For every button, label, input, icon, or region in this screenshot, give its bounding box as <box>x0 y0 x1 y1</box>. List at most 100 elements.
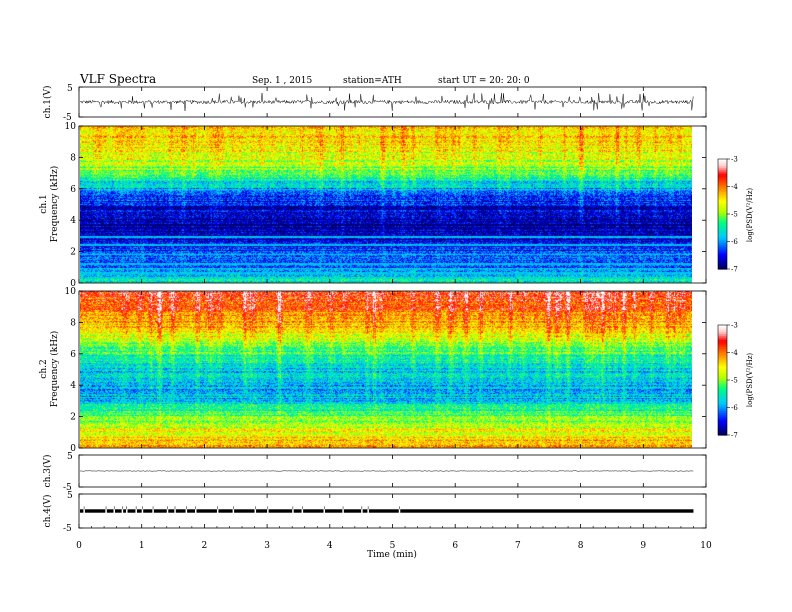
colorbar-segment <box>718 348 727 352</box>
colorbar-segment <box>718 175 727 178</box>
start-time-label: start UT = 20: 20: 0 <box>438 76 530 86</box>
ch4-gap <box>83 505 85 517</box>
colorbar-segment <box>718 230 727 233</box>
ch2-spectrogram-yticks: 0 2 4 6 8 10 <box>65 287 706 454</box>
colorbar-segment <box>718 407 727 410</box>
ch2-spectrogram-ylabel-frequency: Frequency (kHz) <box>49 331 60 408</box>
freq-tick-label: 4 <box>70 381 76 391</box>
colorbar-segment <box>718 263 727 266</box>
ch2-spectrogram-image-holder <box>80 291 692 448</box>
colorbar-segment <box>718 164 727 167</box>
ch2-colorbar: -3 -4 -5 -6 -7 <box>717 322 738 440</box>
ch1-colorbar: -3 -4 -5 -6 -7 <box>717 156 738 274</box>
colorbar-tick-label: -3 <box>731 156 738 164</box>
colorbar-segment <box>718 376 727 379</box>
freq-tick-label: 10 <box>65 287 77 297</box>
colorbar-segment <box>718 243 727 246</box>
ch2-colorbar-label: log(PSD(V²/Hz) <box>746 353 754 408</box>
colorbar-segment <box>718 414 727 418</box>
colorbar-segment <box>718 219 727 222</box>
ch1-ytick-bottom: -5 <box>63 113 72 123</box>
colorbar-segment <box>718 385 727 388</box>
ch1-waveform-trace <box>79 92 694 111</box>
colorbar-segment <box>718 179 727 182</box>
colorbar-segment <box>718 334 727 337</box>
colorbar-tick-label: -4 <box>731 183 738 191</box>
colorbar-segment <box>718 339 727 343</box>
freq-tick-label: 8 <box>70 153 76 163</box>
colorbar-segment <box>718 168 727 171</box>
colorbar-segment <box>718 431 727 434</box>
time-tick-label: 6 <box>452 541 458 551</box>
ch4-gap <box>292 505 294 517</box>
ch4-gap <box>135 505 137 517</box>
ch4-waveform-trace <box>80 505 694 517</box>
colorbar-segment <box>718 374 727 377</box>
colorbar-segment <box>718 400 727 403</box>
ch4-waveform-ylabel: ch.4(V) <box>42 495 53 528</box>
colorbar-segment <box>718 239 727 243</box>
colorbar-segment <box>718 160 727 164</box>
ch2-spectrogram-ylabel-channel: ch.2 <box>39 359 49 378</box>
colorbar-segment <box>718 159 727 162</box>
colorbar-segment <box>718 162 727 166</box>
colorbar-segment <box>718 326 727 330</box>
colorbar-tick-label: -5 <box>731 377 738 385</box>
colorbar-segment <box>718 337 727 341</box>
colorbar-segment <box>718 237 727 241</box>
colorbar-segment <box>718 181 727 184</box>
colorbar-segment <box>718 228 727 232</box>
ch4-gap <box>152 505 154 517</box>
colorbar-segment <box>718 354 727 357</box>
colorbar-segment <box>718 210 727 213</box>
colorbar-segment <box>718 232 727 235</box>
time-tick-label: 2 <box>202 541 208 551</box>
colorbar-segment <box>718 425 727 429</box>
colorbar-segment <box>718 367 727 370</box>
ch3-ytick-bottom: -5 <box>63 483 72 493</box>
ch4-gap <box>216 505 219 517</box>
ch4-gap <box>301 505 304 517</box>
colorbar-segment <box>718 223 727 226</box>
colorbar-segment <box>718 245 727 248</box>
time-tick-label: 9 <box>640 541 646 551</box>
station-label: station=ATH <box>343 76 402 86</box>
colorbar-tick-label: -6 <box>731 238 738 246</box>
colorbar-segment <box>718 252 727 255</box>
ch4-gap <box>342 505 344 517</box>
colorbar-segment <box>718 389 727 392</box>
colorbar-segment <box>718 248 727 252</box>
colorbar-segment <box>718 186 727 189</box>
colorbar-segment <box>718 358 727 361</box>
colorbar-segment <box>718 192 727 195</box>
colorbar-segment <box>718 184 727 188</box>
colorbar-segment <box>718 347 727 350</box>
colorbar-tick-label: -5 <box>731 211 738 219</box>
ch1-spectrogram-image-holder <box>80 126 692 283</box>
colorbar-segment <box>718 365 727 368</box>
colorbar-segment <box>718 336 727 339</box>
colorbar-segment <box>718 402 727 405</box>
colorbar-segment <box>718 422 727 425</box>
colorbar-segment <box>718 356 727 359</box>
colorbar-segment <box>718 363 727 366</box>
ch4-gap <box>194 505 197 517</box>
colorbar-segment <box>718 256 727 259</box>
colorbar-segment <box>718 433 727 436</box>
colorbar-segment <box>718 418 727 421</box>
ch4-gap <box>105 505 107 517</box>
time-tick-label: 8 <box>578 541 584 551</box>
colorbar-segment <box>718 341 727 344</box>
ch1-spectrogram-heatmap <box>80 126 692 283</box>
colorbar-segment <box>718 201 727 204</box>
ch4-gap <box>141 505 144 517</box>
ch4-gap <box>254 505 257 517</box>
freq-tick-label: 2 <box>70 248 76 258</box>
colorbar-segment <box>718 361 727 365</box>
colorbar-segment <box>718 258 727 261</box>
colorbar-segment <box>718 411 727 414</box>
figure-title: VLF Spectra <box>79 72 156 86</box>
colorbar-segment <box>718 188 727 191</box>
